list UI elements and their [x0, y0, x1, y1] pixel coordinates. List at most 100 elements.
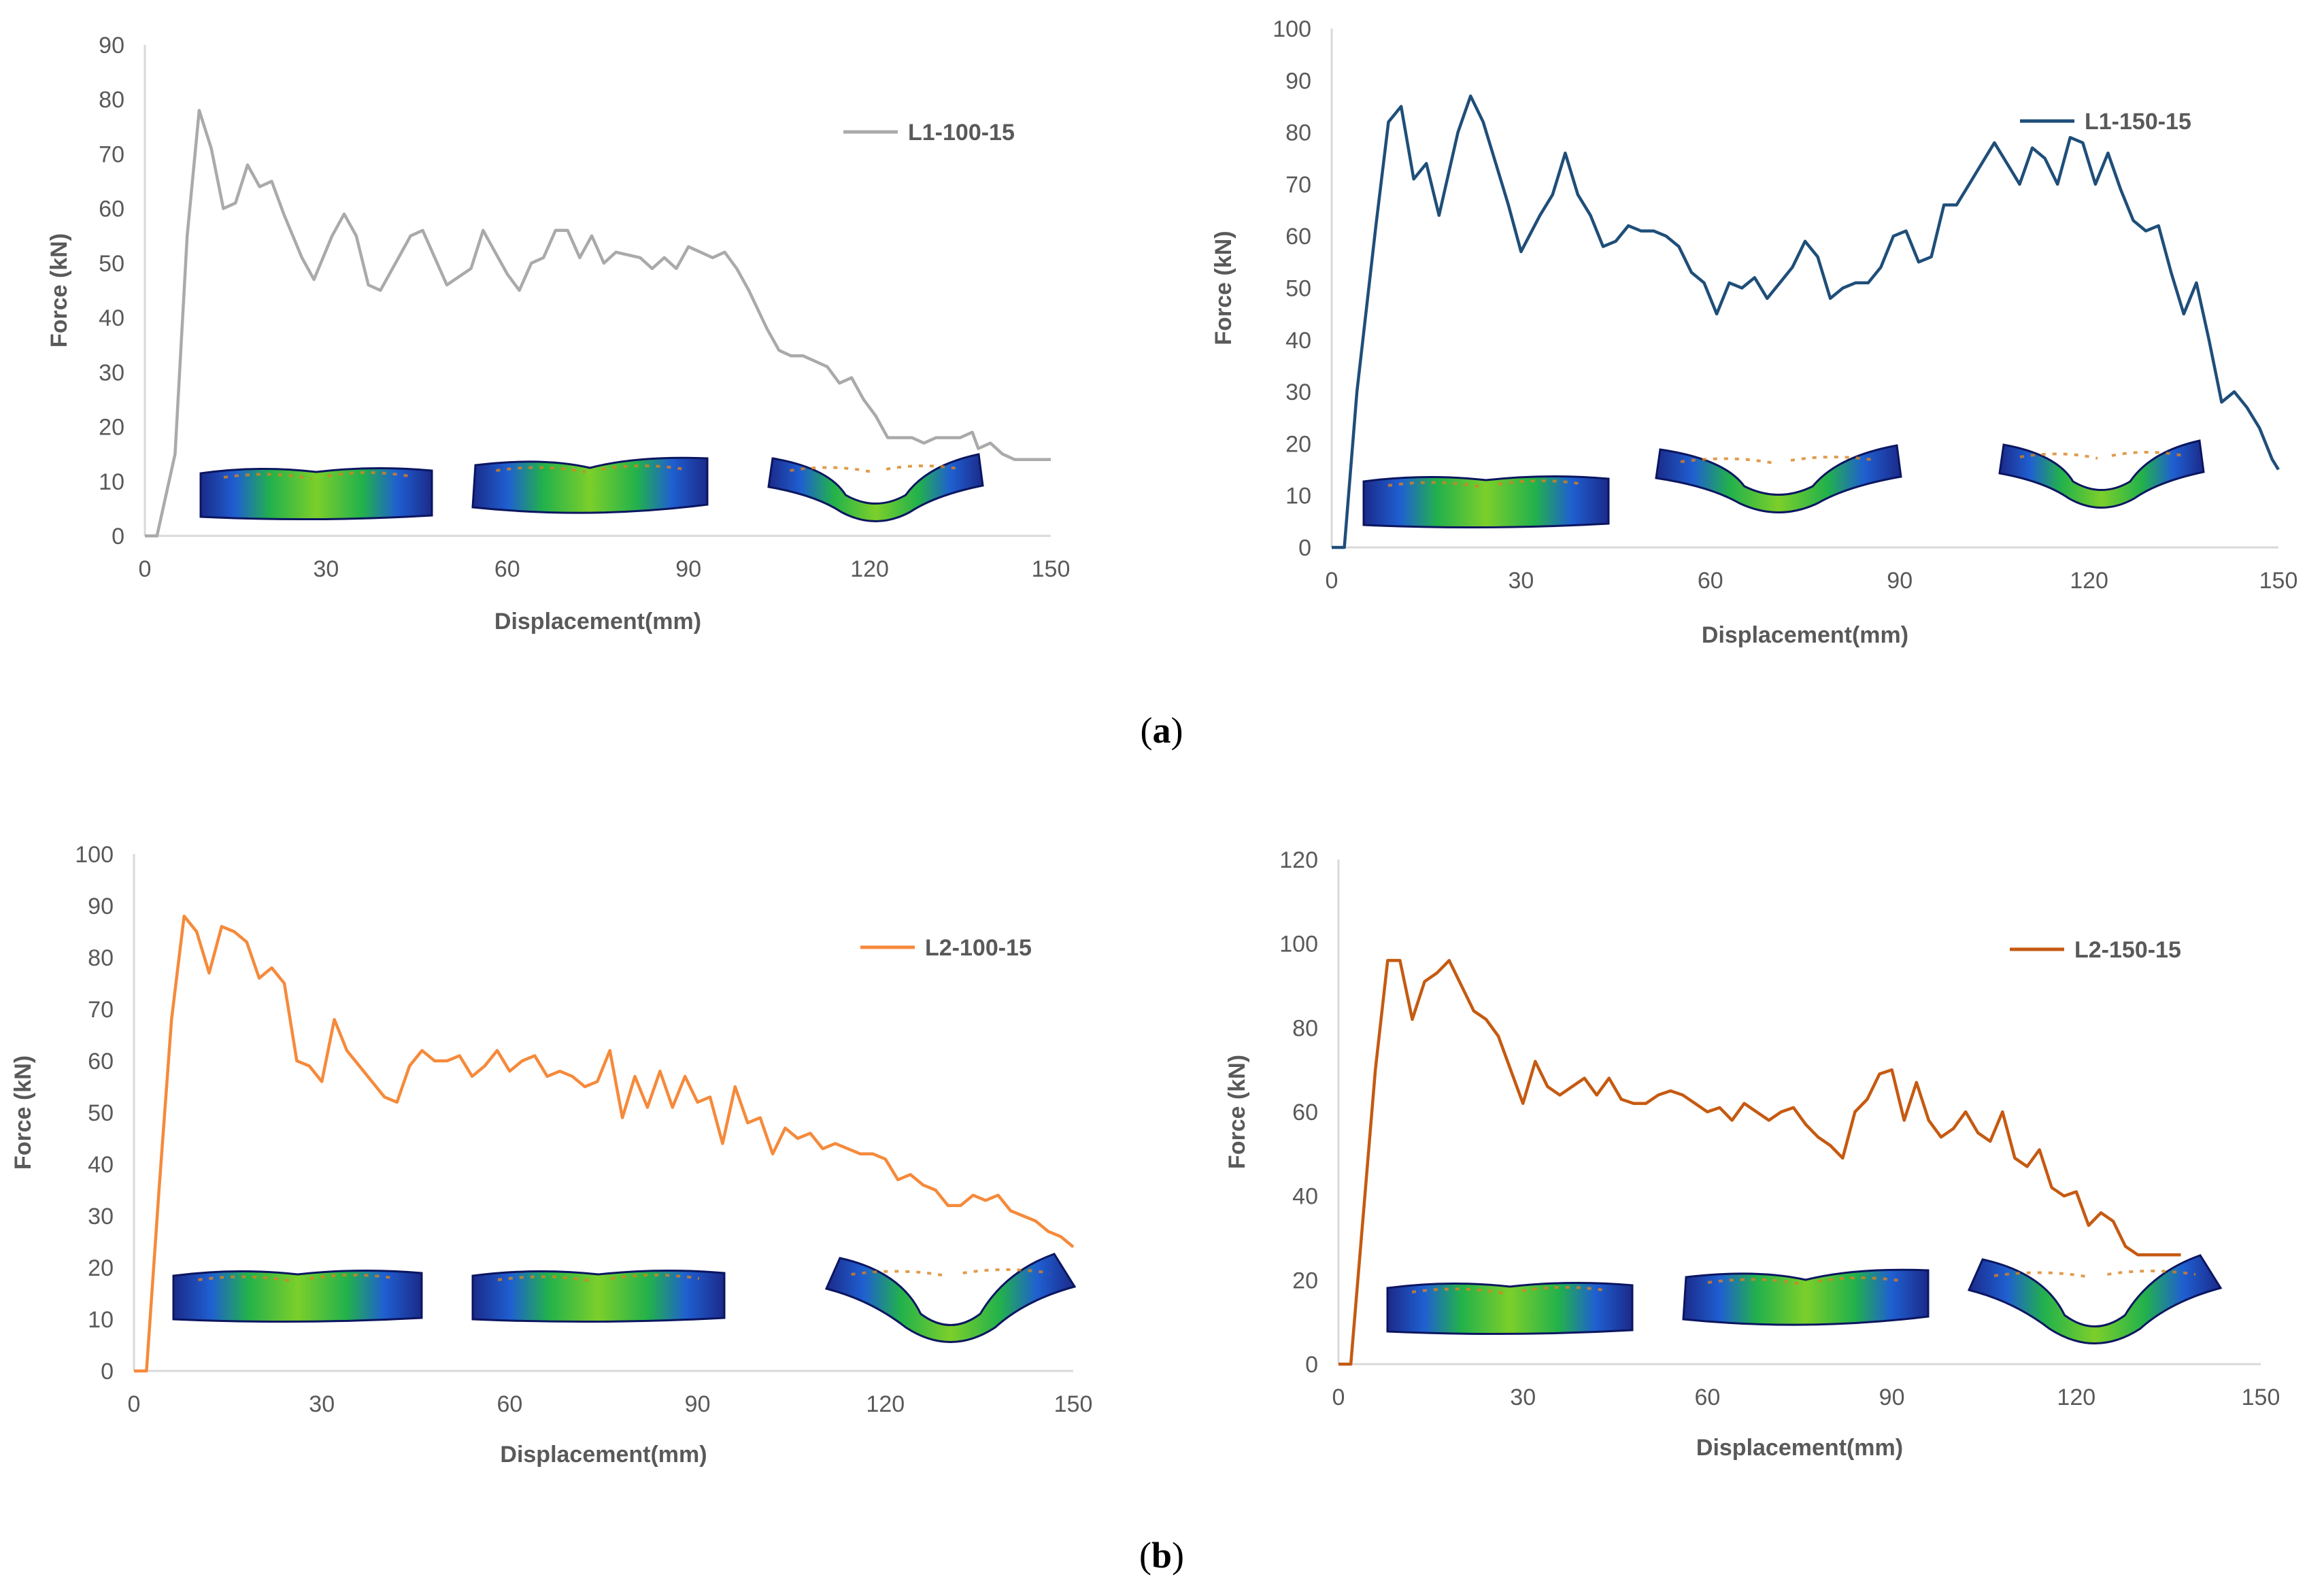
deformation-inset	[199, 467, 433, 521]
x-tick-label: 120	[850, 556, 889, 582]
y-tick-label: 90	[99, 33, 124, 58]
deformation-inset	[1386, 1281, 1634, 1336]
x-tick-label: 30	[313, 556, 339, 582]
x-tick-label: 60	[496, 1391, 522, 1417]
y-tick-label: 80	[99, 87, 124, 113]
x-axis-label: Displacement(mm)	[500, 1442, 707, 1468]
y-tick-label: 40	[88, 1152, 114, 1178]
legend-label: L2-150-15	[2074, 937, 2181, 963]
y-tick-label: 80	[88, 945, 114, 971]
x-tick-label: 90	[1879, 1385, 1905, 1410]
deformation-inset	[1998, 439, 2205, 509]
y-tick-label: 0	[112, 524, 124, 549]
y-tick-label: 30	[99, 360, 124, 386]
x-tick-label: 150	[2259, 568, 2298, 594]
y-tick-label: 0	[101, 1359, 114, 1385]
y-tick-label: 60	[1285, 224, 1311, 250]
series-line	[1332, 94, 2280, 549]
x-tick-label: 120	[866, 1391, 905, 1417]
x-axis-label: Displacement(mm)	[1702, 622, 1908, 648]
y-tick-label: 20	[1285, 431, 1311, 457]
y-tick-label: 20	[1292, 1268, 1318, 1293]
y-tick-label: 80	[1285, 120, 1311, 146]
x-tick-label: 90	[1887, 568, 1913, 594]
y-axis-label: Force (kN)	[1224, 1055, 1250, 1169]
y-tick-label: 90	[1285, 68, 1311, 94]
deformation-inset	[824, 1253, 1077, 1343]
deformation-inset	[471, 1269, 726, 1323]
y-tick-label: 60	[99, 197, 124, 222]
series-line	[134, 914, 1075, 1373]
y-tick-label: 0	[1305, 1352, 1318, 1378]
x-tick-label: 60	[494, 556, 520, 582]
x-tick-label: 0	[139, 556, 152, 582]
series-line	[145, 109, 1051, 538]
x-tick-label: 0	[1332, 1385, 1345, 1410]
legend: L2-100-15	[860, 935, 1032, 961]
y-tick-label: 30	[88, 1204, 114, 1230]
series-line	[1338, 959, 2181, 1366]
chart-l1-150-15: 0 10 20 30 40 50 60 70 80 90 100 0 30 60 90 120 150 Displ…	[1211, 16, 2297, 648]
y-tick-label: 30	[1285, 379, 1311, 405]
y-tick-label: 100	[1279, 932, 1318, 957]
legend-label: L2-100-15	[925, 935, 1032, 961]
y-tick-label: 40	[1285, 328, 1311, 354]
legend-label: L1-100-15	[908, 120, 1015, 146]
legend: L2-150-15	[2010, 937, 2181, 963]
panel-label-b: (b)	[1139, 1535, 1184, 1576]
y-tick-label: 10	[1285, 484, 1311, 509]
y-tick-label: 70	[88, 997, 114, 1023]
deformation-inset	[1655, 444, 1902, 513]
y-tick-label: 40	[99, 305, 124, 331]
x-tick-label: 0	[1326, 568, 1338, 594]
x-tick-label: 150	[1054, 1391, 1093, 1417]
x-tick-label: 30	[309, 1391, 335, 1417]
deformation-inset	[172, 1269, 423, 1323]
y-tick-label: 70	[99, 141, 124, 167]
y-tick-label: 90	[88, 894, 114, 919]
x-tick-label: 0	[128, 1391, 141, 1417]
y-tick-label: 100	[1273, 16, 1311, 42]
deformation-inset	[767, 453, 984, 522]
deformation-inset	[1362, 475, 1610, 529]
y-tick-label: 20	[88, 1255, 114, 1281]
chart-l2-100-15: 0 10 20 30 40 50 60 70 80 90 100 0 30 60 90 120 150 Displ…	[10, 842, 1092, 1468]
x-tick-label: 120	[2057, 1385, 2095, 1410]
y-tick-label: 60	[1292, 1100, 1318, 1125]
x-tick-label: 60	[1694, 1385, 1720, 1410]
y-axis-label: Force (kN)	[1211, 231, 1236, 345]
y-tick-label: 120	[1279, 847, 1318, 873]
deformation-inset	[1967, 1254, 2223, 1344]
x-tick-label: 30	[1510, 1385, 1536, 1410]
x-tick-label: 30	[1508, 568, 1534, 594]
y-tick-label: 80	[1292, 1015, 1318, 1041]
x-tick-label: 90	[685, 1391, 711, 1417]
y-tick-label: 100	[75, 842, 114, 868]
legend-label: L1-150-15	[2085, 109, 2191, 135]
y-tick-label: 70	[1285, 172, 1311, 198]
y-tick-label: 0	[1298, 535, 1311, 561]
y-axis-label: Force (kN)	[46, 233, 72, 347]
deformation-inset	[471, 456, 709, 514]
x-tick-label: 120	[2070, 568, 2108, 594]
x-tick-label: 150	[1032, 556, 1071, 582]
y-tick-label: 10	[88, 1307, 114, 1333]
y-tick-label: 50	[88, 1100, 114, 1126]
x-tick-label: 150	[2242, 1385, 2280, 1410]
y-axis-label: Force (kN)	[10, 1055, 36, 1170]
legend: L1-150-15	[2020, 109, 2191, 135]
y-tick-label: 50	[1285, 276, 1311, 302]
chart-l2-150-15: 0 20 40 60 80 100 120 0 30 60 90 120 150 Displacement…	[1224, 847, 2280, 1461]
x-axis-label: Displacement(mm)	[494, 609, 701, 634]
chart-l1-100-15: 0 10 20 30 40 50 60 70 80 90 0 30 60 90 120 150 Displace…	[46, 33, 1070, 634]
deformation-inset	[1682, 1268, 1930, 1326]
y-tick-label: 20	[99, 415, 124, 441]
y-tick-label: 40	[1292, 1184, 1318, 1210]
y-tick-label: 50	[99, 251, 124, 277]
x-axis-label: Displacement(mm)	[1696, 1435, 1903, 1461]
y-tick-label: 10	[99, 469, 124, 495]
x-tick-label: 60	[1698, 568, 1723, 594]
x-tick-label: 90	[675, 556, 701, 582]
panel-label-a: (a)	[1141, 710, 1183, 751]
